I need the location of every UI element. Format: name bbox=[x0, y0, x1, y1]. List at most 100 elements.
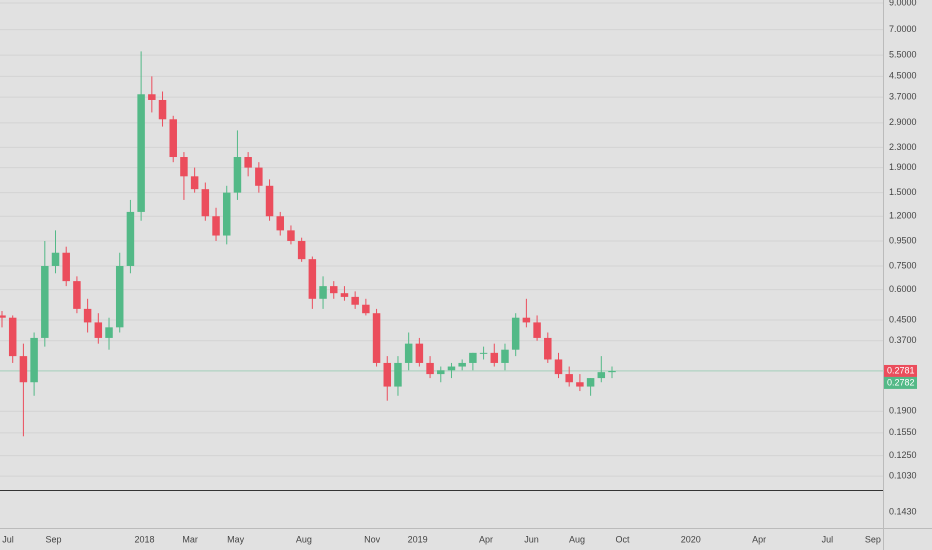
candle-body bbox=[51, 252, 60, 266]
y-tick-label: 5.5000 bbox=[889, 50, 917, 60]
candle-body bbox=[544, 337, 552, 360]
candle-body bbox=[115, 265, 124, 328]
candle-body bbox=[276, 216, 284, 231]
candle-body bbox=[30, 337, 38, 383]
y-tick-label: 9.0000 bbox=[889, 0, 917, 7]
x-tick-label: Jul bbox=[822, 534, 834, 544]
x-tick-label: Sep bbox=[46, 534, 62, 544]
candle-body bbox=[41, 265, 49, 338]
y-tick-label: 0.6000 bbox=[889, 284, 917, 294]
x-tick-label: Nov bbox=[364, 534, 381, 544]
candle-body bbox=[511, 317, 520, 350]
candle-body bbox=[372, 313, 381, 363]
y-tick-label: 2.3000 bbox=[889, 142, 917, 152]
y-tick-label: 0.1550 bbox=[889, 427, 917, 437]
candles bbox=[0, 51, 616, 437]
y-tick-label: 4.5000 bbox=[889, 71, 917, 81]
candle-body bbox=[83, 308, 92, 323]
x-tick-label: Apr bbox=[752, 534, 766, 544]
candle-body bbox=[19, 356, 28, 383]
candle-body bbox=[576, 382, 584, 387]
axis: 9.0000 7.0000 5.5000 4.5000 3.7000 2.9000 2.30… bbox=[2, 0, 917, 544]
candle-body bbox=[415, 343, 424, 363]
candle-body bbox=[426, 362, 434, 375]
y-tick-label: 0.9500 bbox=[889, 235, 917, 245]
candle-body bbox=[404, 343, 413, 363]
candle-body bbox=[479, 352, 488, 354]
x-tick-label: 2020 bbox=[681, 534, 701, 544]
y-tick-label: 0.4500 bbox=[889, 314, 917, 324]
candle-body bbox=[8, 317, 17, 357]
grid bbox=[0, 2, 883, 477]
candle-body bbox=[244, 157, 252, 168]
y-tick-label: 2.9000 bbox=[889, 117, 917, 127]
y-tick-label: 0.3700 bbox=[889, 335, 917, 345]
x-tick-label: Aug bbox=[569, 534, 585, 544]
candle-body bbox=[565, 374, 573, 383]
lower-pane-tick-label: 0.1430 bbox=[889, 506, 917, 516]
x-tick-label: Apr bbox=[479, 534, 493, 544]
candle-body bbox=[287, 230, 295, 241]
y-tick-label: 3.7000 bbox=[889, 91, 917, 101]
candle-body bbox=[105, 327, 113, 338]
candle-body bbox=[233, 157, 242, 193]
x-tick-label: May bbox=[227, 534, 245, 544]
candle-body bbox=[201, 189, 210, 217]
candle-body bbox=[490, 352, 499, 363]
y-tick-label: 0.1250 bbox=[889, 450, 917, 460]
candle-body bbox=[169, 119, 177, 158]
candle-body bbox=[533, 322, 541, 338]
candle-body bbox=[586, 378, 595, 387]
x-tick-label: Mar bbox=[182, 534, 198, 544]
candle-body bbox=[340, 293, 349, 297]
candle-body bbox=[362, 304, 370, 314]
candle-body bbox=[319, 286, 327, 299]
candle-body bbox=[394, 362, 402, 387]
candle-body bbox=[158, 99, 167, 120]
x-tick-label: Jun bbox=[524, 534, 539, 544]
y-tick-label: 0.1030 bbox=[889, 470, 917, 480]
candle-body bbox=[437, 370, 445, 375]
candle-body bbox=[73, 281, 81, 309]
candle-body bbox=[265, 185, 274, 217]
candle-body bbox=[608, 370, 616, 373]
x-tick-label: 2019 bbox=[408, 534, 428, 544]
y-tick-label: 0.7500 bbox=[889, 260, 917, 270]
y-tick-label: 1.5000 bbox=[889, 187, 917, 197]
x-tick-label: Oct bbox=[616, 534, 631, 544]
y-tick-label: 7.0000 bbox=[889, 24, 917, 34]
price-label-box bbox=[884, 364, 917, 377]
price-label: 0.2782 bbox=[887, 377, 915, 387]
y-tick-label: 1.2000 bbox=[889, 211, 917, 221]
price-label: 0.2781 bbox=[887, 365, 915, 375]
candle-body bbox=[148, 94, 156, 100]
candle-body bbox=[469, 352, 477, 363]
candle-body bbox=[297, 240, 306, 260]
y-tick-label: 0.1900 bbox=[889, 406, 917, 416]
candle-body bbox=[383, 362, 392, 387]
candle-body bbox=[62, 252, 70, 282]
candle-body bbox=[0, 315, 6, 318]
x-tick-label: Aug bbox=[296, 534, 312, 544]
candle-body bbox=[447, 366, 456, 371]
candle-body bbox=[255, 167, 263, 186]
candle-body bbox=[180, 157, 188, 177]
candle-body bbox=[351, 296, 359, 305]
candle-body bbox=[501, 349, 509, 363]
candle-body bbox=[126, 211, 135, 266]
candle-body bbox=[522, 317, 531, 323]
y-tick-label: 1.9000 bbox=[889, 162, 917, 172]
x-tick-label: Sep bbox=[865, 534, 881, 544]
candle-body bbox=[94, 322, 103, 338]
candle-body bbox=[597, 372, 606, 379]
price-label-box bbox=[884, 376, 917, 389]
x-tick-label: 2018 bbox=[135, 534, 155, 544]
candle-body bbox=[190, 176, 199, 190]
candle-body bbox=[222, 192, 231, 236]
candle-body bbox=[330, 286, 338, 294]
candle-body bbox=[137, 94, 145, 212]
candle-body bbox=[458, 362, 466, 367]
candle-body bbox=[554, 359, 563, 375]
